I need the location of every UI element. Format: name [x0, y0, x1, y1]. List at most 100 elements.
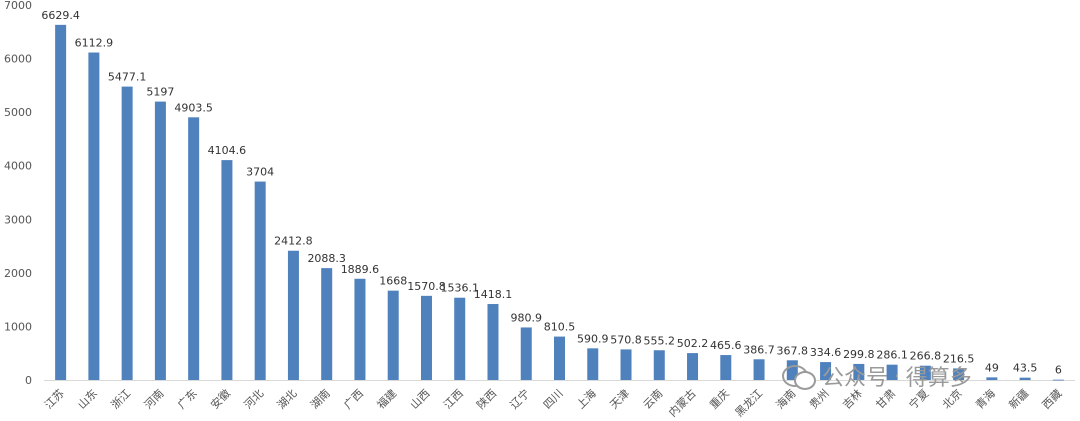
- x-tick-label: 贵州: [807, 387, 832, 412]
- bar: [753, 359, 765, 380]
- x-tick-label: 浙江: [109, 387, 134, 412]
- data-label: 570.8: [610, 333, 642, 346]
- data-label: 1570.8: [407, 280, 446, 293]
- x-tick-label: 安徽: [208, 386, 233, 411]
- bar: [853, 363, 865, 380]
- bar: [587, 348, 599, 380]
- bar: [554, 336, 565, 380]
- data-label: 2412.8: [274, 235, 313, 248]
- data-label: 6112.9: [75, 37, 114, 50]
- data-label: 5477.1: [108, 71, 147, 84]
- bar: [221, 160, 233, 380]
- bar: [1052, 379, 1064, 381]
- data-label: 4104.6: [208, 144, 247, 157]
- data-label: 386.7: [743, 343, 775, 356]
- data-label: 6629.4: [41, 9, 80, 22]
- x-tick-label: 江苏: [42, 387, 67, 412]
- bar: [786, 360, 798, 380]
- x-tick-label: 河北: [242, 387, 267, 412]
- x-tick-label: 辽宁: [507, 386, 532, 411]
- x-tick-label: 江西: [441, 387, 466, 412]
- data-label: 49: [985, 361, 999, 374]
- x-tick-label: 上海: [573, 386, 598, 411]
- bar: [420, 295, 432, 380]
- data-label: 465.6: [710, 339, 742, 352]
- bar: [886, 364, 898, 380]
- x-tick-label: 陕西: [474, 386, 499, 411]
- data-label: 980.9: [510, 311, 542, 324]
- x-tick-label: 吉林: [839, 386, 864, 411]
- bar: [454, 297, 466, 380]
- bar: [653, 350, 665, 380]
- data-label: 1418.1: [474, 288, 513, 301]
- data-label: 334.6: [810, 346, 842, 359]
- data-label: 4903.5: [174, 101, 213, 114]
- bar: [88, 52, 100, 380]
- x-tick-label: 青海: [973, 386, 998, 411]
- y-tick-label: 2000: [4, 267, 32, 280]
- bar: [321, 268, 333, 380]
- x-tick-label: 湖南: [308, 387, 333, 412]
- bar: [387, 290, 399, 380]
- x-tick-label: 海南: [773, 386, 798, 411]
- data-label: 299.8: [843, 348, 875, 361]
- data-label: 43.5: [1013, 362, 1038, 375]
- data-label: 590.9: [577, 332, 609, 345]
- y-tick-label: 7000: [4, 0, 32, 12]
- bar: [687, 353, 699, 380]
- y-tick-label: 1000: [4, 320, 32, 333]
- data-label: 555.2: [644, 334, 676, 347]
- x-tick-label: 广西: [341, 387, 366, 412]
- bar: [188, 117, 200, 380]
- bar: [354, 278, 366, 380]
- bar: [620, 349, 632, 380]
- data-label: 3704: [246, 166, 274, 179]
- x-tick-label: 云南: [641, 387, 666, 412]
- y-tick-label: 0: [25, 374, 32, 387]
- x-tick-label: 北京: [939, 386, 964, 411]
- x-tick-label: 湖北: [275, 387, 300, 412]
- data-label: 810.5: [544, 321, 576, 334]
- y-tick-label: 3000: [4, 213, 32, 226]
- bar: [820, 362, 832, 380]
- bar: [154, 101, 166, 380]
- bar: [287, 250, 299, 380]
- x-tick-label: 宁夏: [906, 386, 931, 411]
- data-label: 367.8: [777, 344, 809, 357]
- x-tick-label: 新疆: [1006, 386, 1031, 411]
- x-tick-label: 黑龙江: [733, 387, 766, 420]
- x-tick-label: 重庆: [706, 386, 731, 411]
- x-tick-label: 内蒙古: [665, 386, 698, 419]
- data-label: 2088.3: [307, 252, 346, 265]
- bar: [720, 355, 732, 380]
- bar: [953, 368, 965, 380]
- data-label: 1889.6: [341, 263, 380, 276]
- bar: [1019, 377, 1031, 380]
- x-tick-label: 甘肃: [873, 387, 898, 412]
- bar: [121, 86, 133, 381]
- data-label: 1536.1: [440, 282, 479, 295]
- bar: [919, 365, 931, 380]
- x-tick-label: 四川: [541, 387, 566, 412]
- data-label: 266.8: [910, 350, 942, 363]
- data-label: 1668: [379, 275, 407, 288]
- data-label: 502.2: [677, 337, 709, 350]
- y-tick-label: 6000: [4, 53, 32, 66]
- x-tick-label: 山东: [75, 387, 100, 412]
- bar: [520, 327, 532, 380]
- y-tick-label: 4000: [4, 160, 32, 173]
- data-label: 216.5: [943, 352, 975, 365]
- x-tick-label: 山西: [408, 387, 433, 412]
- y-tick-label: 5000: [4, 106, 32, 119]
- x-tick-label: 河南: [142, 387, 167, 412]
- bar: [254, 181, 266, 380]
- x-tick-label: 广东: [175, 387, 200, 412]
- bar: [55, 24, 67, 380]
- bar: [487, 304, 499, 380]
- data-label: 6: [1055, 364, 1062, 377]
- x-tick-label: 天津: [607, 387, 632, 412]
- x-tick-label: 西藏: [1040, 387, 1065, 412]
- x-tick-label: 福建: [374, 386, 399, 411]
- data-label: 286.1: [876, 349, 908, 362]
